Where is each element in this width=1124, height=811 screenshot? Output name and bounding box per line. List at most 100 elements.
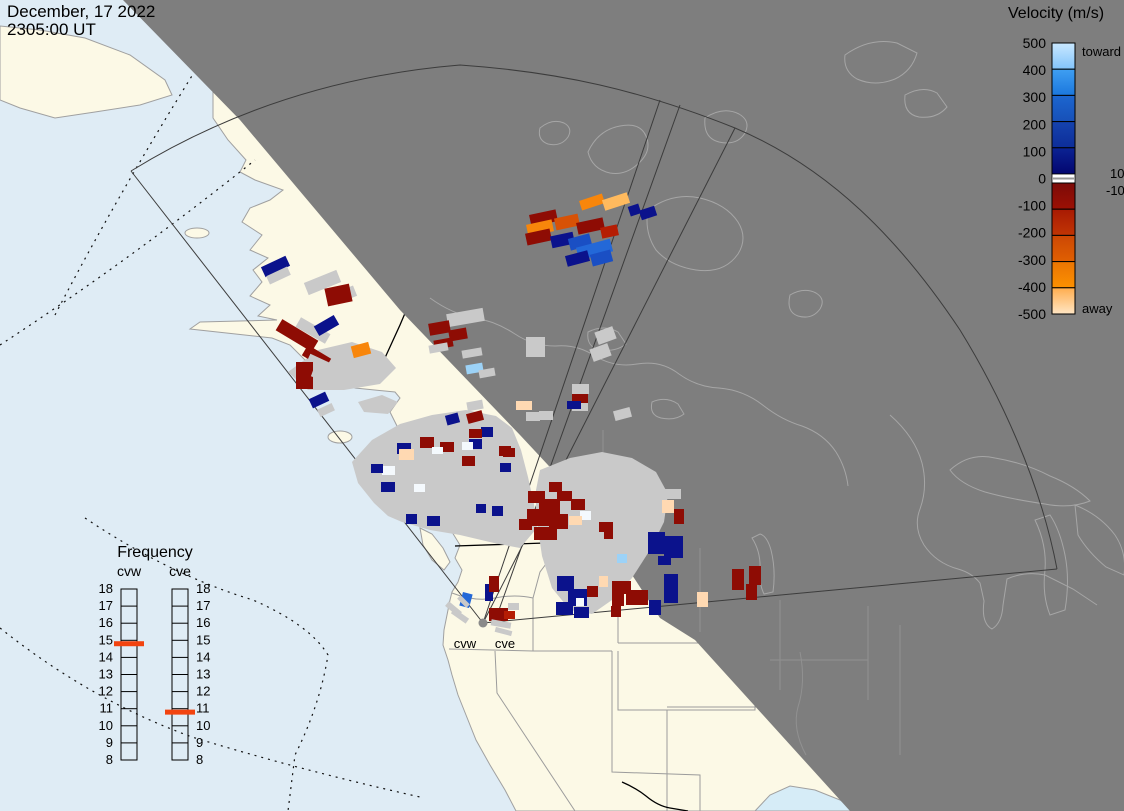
velocity-cell [399, 449, 414, 460]
velocity-cell [564, 250, 591, 267]
velocity-cell [534, 527, 557, 540]
velocity-cell [589, 249, 614, 267]
velocity-cell [462, 442, 473, 450]
minus-ten-label: -10 [1106, 183, 1124, 198]
fov-left-edge [130, 170, 484, 624]
velocity-cell [508, 603, 519, 610]
ladder-scale-label: 16 [99, 615, 113, 630]
colorbar-tick-label: 400 [1023, 62, 1047, 78]
ladder-scale-label: 15 [99, 632, 113, 647]
ladder-scale-label: 17 [99, 598, 113, 613]
ladder-scale-label: 9 [196, 735, 203, 750]
velocity-cell [576, 217, 605, 235]
timestamp: December, 17 2022 2305:00 UT [7, 2, 155, 39]
frequency-col-cvw: cvw [117, 563, 142, 579]
velocity-cell [575, 539, 589, 547]
velocity-cell [457, 595, 470, 608]
velocity-cell [490, 619, 512, 629]
velocity-cell [594, 326, 617, 345]
frequency-marker-cvw [114, 641, 144, 647]
velocity-cell [444, 412, 461, 426]
velocity-cell [469, 439, 482, 449]
velocity-cell [440, 442, 454, 452]
velocity-cell [557, 491, 572, 501]
velocity-cell [485, 584, 493, 601]
colorbar-tick-label: 100 [1023, 143, 1047, 159]
velocity-cell [658, 556, 671, 565]
colorbar-segment [1051, 42, 1076, 70]
frequency-ladder-cve: 18 17 16 15 14 13 12 11 10 9 8 [165, 581, 210, 767]
velocity-cell [697, 592, 708, 607]
velocity-cell [317, 402, 335, 418]
night-coastlines [429, 41, 1124, 630]
velocity-cell [446, 307, 485, 328]
velocity-cell [612, 406, 633, 422]
velocity-cell [465, 410, 485, 424]
velocity-cell [627, 541, 640, 550]
velocity-cell [599, 576, 608, 587]
velocity-cell [617, 554, 627, 563]
away-label: away [1082, 301, 1113, 316]
velocity-cell [572, 384, 589, 394]
velocity-cell [575, 483, 595, 495]
velocity-cell [414, 484, 425, 492]
ladder-scale-label: 13 [196, 667, 210, 682]
velocity-cell [527, 509, 554, 526]
colorbar-segment [1051, 234, 1076, 263]
velocity-cell [576, 598, 584, 606]
radar-site-dot [478, 618, 488, 628]
ladder-scale-label: 18 [99, 581, 113, 596]
velocity-cell [516, 401, 532, 410]
ladder-scale-label: 10 [99, 718, 113, 733]
velocity-cell [662, 500, 674, 513]
velocity-cell [324, 283, 353, 307]
ladder-scale-label: 14 [196, 649, 210, 664]
velocity-cell [350, 341, 372, 359]
velocity-cell [591, 532, 604, 540]
velocity-cell [371, 464, 383, 473]
ladder-scale-label: 10 [196, 718, 210, 733]
radar-label-cve: cve [495, 636, 515, 651]
velocity-cell [466, 399, 484, 412]
velocity-cell [611, 606, 621, 617]
velocity-cell [574, 607, 589, 618]
ladder-scale-label: 15 [196, 632, 210, 647]
velocity-cell [295, 317, 331, 344]
frequency-ladders: 18 17 16 15 14 13 12 11 10 9 8 18 17 16 15 14 13 12 11 10 9 8 [99, 581, 211, 767]
velocity-cell [525, 228, 552, 246]
velocity-colorbar: 500 400 300 200 100 0 -100 -200 -300 -400 -500 [1018, 35, 1076, 322]
velocity-cell [306, 353, 335, 375]
velocity-cell [382, 466, 395, 475]
velocity-cell [494, 626, 513, 637]
frequency-col-cve: cve [169, 563, 191, 579]
velocity-cell [476, 504, 486, 513]
velocity-cell [489, 608, 508, 621]
velocity-cell [601, 192, 631, 211]
ladder-scale-label: 8 [196, 752, 203, 767]
velocity-cell [266, 266, 291, 285]
plus-ten-label: 10 [1110, 166, 1124, 181]
velocity-cell [549, 514, 568, 529]
velocity-cells-layer [260, 192, 761, 637]
radar-label-cvw: cvw [454, 636, 477, 651]
kodiak-island [327, 430, 353, 444]
velocity-cell [260, 255, 291, 278]
velocity-cell [649, 600, 661, 615]
colorbar-segment [1051, 147, 1076, 175]
colorbar-tick-label: -200 [1018, 225, 1046, 241]
velocity-cell [664, 574, 678, 603]
velocity-cell [648, 532, 665, 554]
colorbar-segment [1051, 182, 1076, 210]
velocity-cell [554, 213, 580, 231]
colorbar-tick-label: -400 [1018, 279, 1046, 295]
velocity-cell [469, 429, 482, 438]
colorbar-segment [1051, 287, 1076, 315]
ladder-scale-label: 16 [196, 615, 210, 630]
colorbar-segment [1051, 261, 1076, 289]
velocity-legend-title: Velocity (m/s) [1008, 5, 1104, 22]
velocity-cell [567, 401, 581, 409]
velocity-cell [308, 391, 330, 409]
colorbar-tick-label: -300 [1018, 252, 1046, 268]
velocity-cell [580, 511, 591, 520]
frequency-ladder-cvw: 18 17 16 15 14 13 12 11 10 9 8 [99, 581, 144, 767]
